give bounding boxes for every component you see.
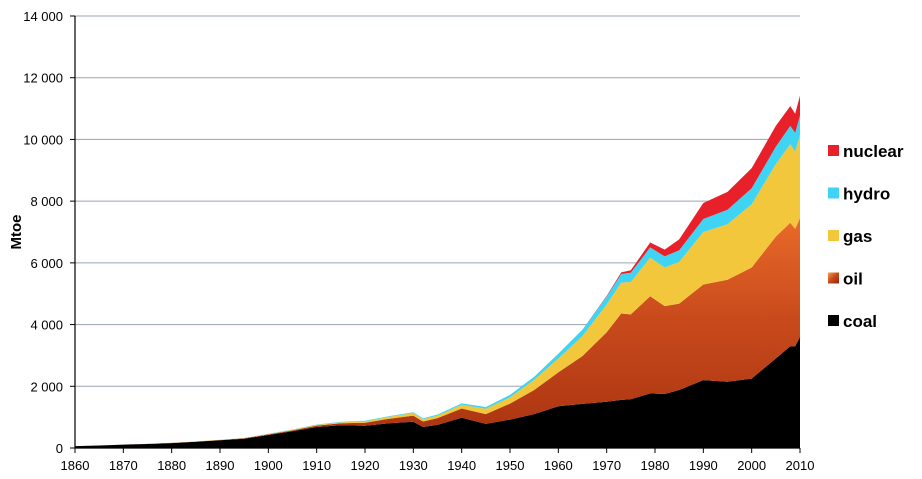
area-oil	[75, 218, 800, 447]
axes	[70, 15, 801, 453]
x-tick-label: 1980	[641, 458, 670, 473]
x-tick-label: 2010	[786, 458, 815, 473]
legend-swatch-oil	[828, 272, 839, 284]
y-tick-label: 12 000	[23, 71, 63, 86]
y-tick-label: 14 000	[23, 9, 63, 24]
legend: nuclear hydro gas oil coal	[828, 142, 904, 331]
y-tick-label: 6 000	[30, 256, 63, 271]
x-tick-label: 1920	[351, 458, 380, 473]
x-tick-label: 1880	[157, 458, 186, 473]
area-gas	[75, 134, 800, 447]
grid-lines	[75, 15, 800, 387]
stacked-areas	[75, 95, 800, 448]
y-tick-label: 0	[56, 441, 63, 456]
area-coal	[75, 336, 800, 448]
y-tick-labels: 0 2 000 4 000 6 000 8 000 10 000 12 000 14 000	[23, 9, 63, 456]
legend-swatch-hydro	[828, 187, 839, 199]
legend-swatch-gas	[828, 230, 839, 241]
x-tick-label: 1900	[254, 458, 283, 473]
legend-label-hydro: hydro	[843, 185, 890, 204]
y-tick-label: 10 000	[23, 132, 63, 147]
x-tick-label: 1940	[447, 458, 476, 473]
x-tick-label: 1860	[61, 458, 90, 473]
legend-label-nuclear: nuclear	[843, 142, 904, 161]
legend-label-gas: gas	[843, 227, 872, 246]
x-tick-label: 1930	[399, 458, 428, 473]
x-tick-labels: 1860 1870 1880 1890 1900 1910 1920 1930 1940 1950…	[61, 458, 815, 473]
legend-swatch-nuclear	[828, 145, 839, 156]
y-tick-label: 8 000	[30, 194, 63, 209]
y-tick-label: 2 000	[30, 379, 63, 394]
x-tick-label: 1970	[592, 458, 621, 473]
legend-label-coal: coal	[843, 312, 877, 331]
x-tick-label: 1890	[206, 458, 235, 473]
legend-swatch-coal	[828, 315, 839, 326]
x-tick-label: 1950	[496, 458, 525, 473]
x-tick-label: 1870	[109, 458, 138, 473]
x-tick-label: 1990	[689, 458, 718, 473]
y-tick-label: 4 000	[30, 318, 63, 333]
y-axis-label: Mtoe	[8, 215, 25, 250]
legend-label-oil: oil	[843, 270, 863, 289]
x-tick-label: 1960	[544, 458, 573, 473]
x-tick-label: 1910	[302, 458, 331, 473]
x-tick-label: 2000	[737, 458, 766, 473]
